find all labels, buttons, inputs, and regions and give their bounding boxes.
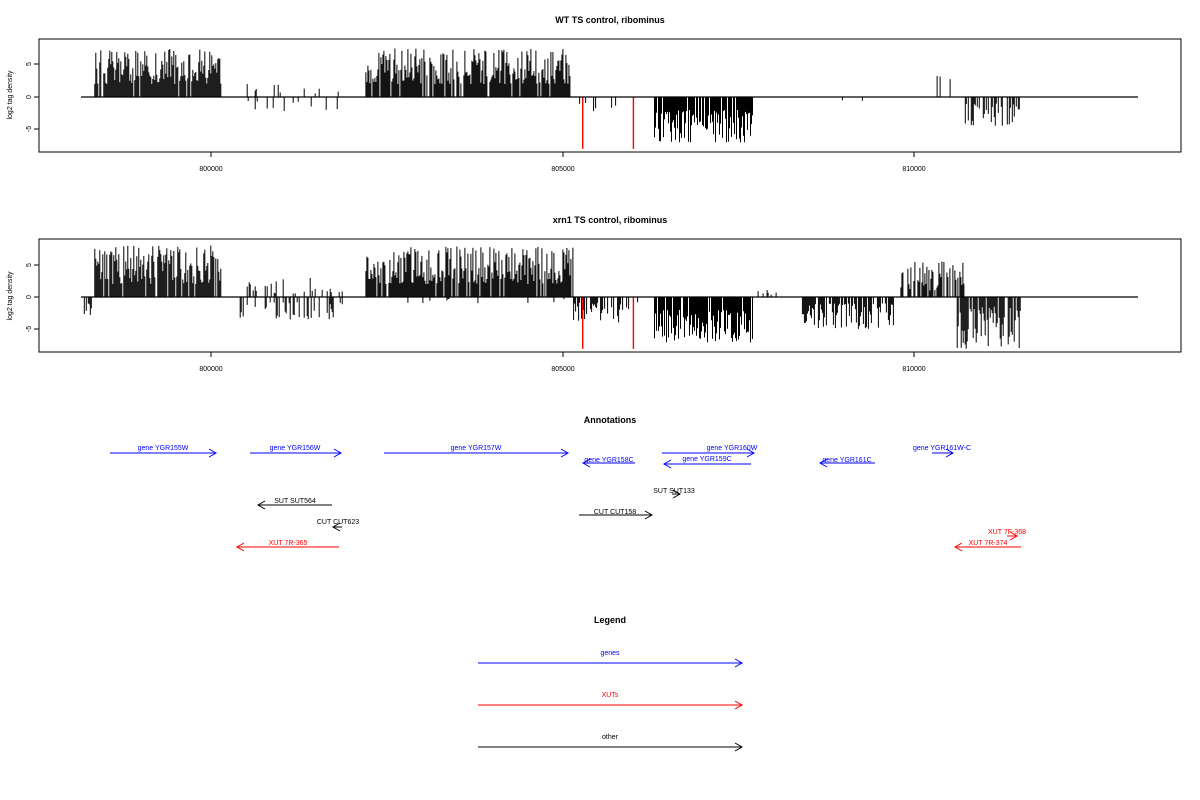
arrow-label: XUTs xyxy=(602,692,619,699)
bottom-ytick-label: 0 xyxy=(26,295,33,299)
arrow-label: SUT SUT564 xyxy=(274,498,316,505)
top-ytick-label: 0 xyxy=(26,95,33,99)
annotation-arrow: gene YGR155W xyxy=(110,445,218,458)
bottom-panel-title: xrn1 TS control, ribominus xyxy=(553,215,668,225)
arrow-label: CUT CUT158 xyxy=(594,509,636,516)
annotation-arrow: XUT 7R-374 xyxy=(953,540,1021,552)
bottom-ytick-label: 5 xyxy=(26,263,33,267)
top-ytick-label: -5 xyxy=(26,126,33,132)
top-ytick-label: 5 xyxy=(26,62,33,66)
annotation-arrow: gene YGR161W-C xyxy=(913,445,971,458)
arrow-label: gene YGR161W-C xyxy=(913,445,971,452)
bottom-xtick-label: 800000 xyxy=(199,366,222,373)
top-panel-y-axis: -5 0 5 xyxy=(26,62,40,132)
bottom-panel-x-axis: 800000 805000 810000 xyxy=(199,351,926,373)
legend: genes XUTs other xyxy=(478,650,744,752)
bottom-xtick-label: 810000 xyxy=(902,366,925,373)
annotation-arrow: XUT 7F-368 xyxy=(988,529,1026,541)
annotation-arrow: CUT CUT158 xyxy=(579,509,654,520)
top-panel-bars xyxy=(94,48,1020,149)
arrow-label: XUT 7F-368 xyxy=(988,529,1026,536)
arrow-label: gene YGR157W xyxy=(451,445,502,452)
legend-arrow: other xyxy=(478,734,744,752)
bottom-panel-bars xyxy=(83,245,1021,349)
arrow-label: SUT SUT133 xyxy=(653,488,695,495)
annotation-arrow: gene YGR156W xyxy=(250,445,343,458)
annotation-arrow: gene YGR159C xyxy=(662,456,751,469)
bottom-panel-y-axis: -5 0 5 xyxy=(26,263,40,332)
arrow-label: gene YGR159C xyxy=(682,456,731,463)
arrow-label: gene YGR156W xyxy=(270,445,321,452)
annotation-arrow: XUT 7R-365 xyxy=(235,540,339,552)
top-panel-x-axis: 800000 805000 810000 xyxy=(199,151,926,173)
arrow-label: genes xyxy=(600,650,620,657)
arrow-label: XUT 7R-374 xyxy=(969,540,1008,547)
bottom-panel-ylabel: log2 tag density xyxy=(7,271,14,321)
top-panel-ylabel: log2 tag density xyxy=(7,70,14,120)
annotation-arrow: SUT SUT564 xyxy=(256,498,332,510)
annotation-arrow: gene YGR157W xyxy=(384,445,570,458)
top-xtick-label: 810000 xyxy=(902,166,925,173)
arrow-label: gene YGR158C xyxy=(584,457,633,464)
top-panel-title: WT TS control, ribominus xyxy=(555,15,665,25)
arrow-label: CUT CUT623 xyxy=(317,519,359,526)
top-xtick-label: 805000 xyxy=(551,166,574,173)
arrow-label: other xyxy=(602,734,619,741)
legend-title: Legend xyxy=(594,615,626,625)
annotations-title: Annotations xyxy=(584,415,637,425)
arrow-label: gene YGR155W xyxy=(138,445,189,452)
annotation-arrow: gene YGR161C xyxy=(818,457,875,468)
arrow-label: gene YGR161C xyxy=(822,457,871,464)
annotation-arrow: gene YGR158C xyxy=(581,457,635,468)
bottom-xtick-label: 805000 xyxy=(551,366,574,373)
legend-arrow: XUTs xyxy=(478,692,744,710)
annotation-arrow: SUT SUT133 xyxy=(653,488,695,499)
annotation-arrow: gene YGR160W xyxy=(662,445,758,458)
annotation-arrow: CUT CUT623 xyxy=(317,519,359,532)
arrow-label: gene YGR160W xyxy=(707,445,758,452)
top-xtick-label: 800000 xyxy=(199,166,222,173)
legend-arrow: genes xyxy=(478,650,744,668)
annotation-track: gene YGR155W gene YGR156W gene YGR157W gene… xyxy=(110,445,1026,552)
bottom-ytick-label: -5 xyxy=(26,326,33,332)
arrow-label: XUT 7R-365 xyxy=(269,540,308,547)
